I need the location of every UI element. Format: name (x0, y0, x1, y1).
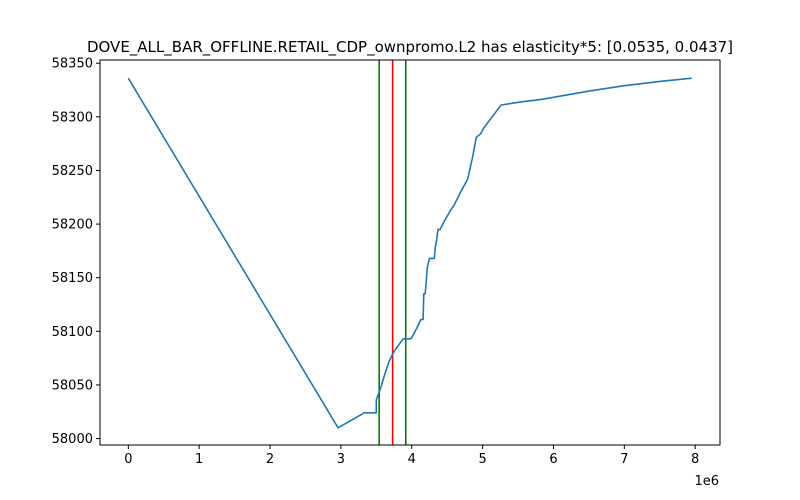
reference-lines (378, 60, 407, 445)
y-tick-label: 58300 (52, 110, 93, 125)
y-tick-label: 58000 (52, 432, 93, 447)
chart-title: DOVE_ALL_BAR_OFFLINE.RETAIL_CDP_ownpromo… (87, 38, 733, 57)
y-axis-ticks: 58000 58050 58100 58150 58200 58250 58300 58350 (52, 57, 100, 447)
y-tick-label: 58350 (52, 57, 93, 72)
x-axis-scale-label: 1e6 (694, 474, 719, 489)
x-tick-label: 5 (478, 452, 486, 467)
x-axis-ticks: 0 1 2 3 4 5 6 7 8 (124, 445, 699, 467)
y-tick-label: 58100 (52, 325, 93, 340)
x-tick-label: 0 (124, 452, 132, 467)
x-tick-label: 7 (620, 452, 628, 467)
series-line-0 (127, 77, 692, 429)
x-tick-label: 4 (408, 452, 416, 467)
y-tick-label: 58250 (52, 164, 93, 179)
y-tick-label: 58200 (52, 218, 93, 233)
x-tick-label: 6 (549, 452, 557, 467)
series-layer (127, 77, 692, 429)
x-tick-label: 1 (195, 452, 203, 467)
plot-area-frame (99, 59, 721, 446)
x-tick-label: 3 (337, 452, 345, 467)
y-tick-label: 58150 (52, 271, 93, 286)
x-tick-label: 2 (266, 452, 274, 467)
y-tick-label: 58050 (52, 378, 93, 393)
x-tick-label: 8 (691, 452, 699, 467)
